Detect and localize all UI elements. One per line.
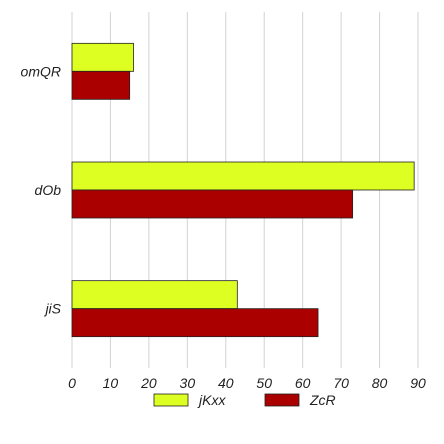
legend-label-jKxx: jKxx xyxy=(197,392,226,408)
y-category-label-omQR: omQR xyxy=(21,63,61,79)
x-tick-label-90: 90 xyxy=(410,375,426,391)
x-tick-label-50: 50 xyxy=(256,375,272,391)
legend: jKxx ZcR xyxy=(153,392,336,408)
legend-swatch-ZcR xyxy=(264,393,300,407)
bar-ZcR-dOb xyxy=(71,189,354,219)
bars xyxy=(71,42,415,338)
legend-swatch-jKxx xyxy=(153,393,189,407)
bar-jKxx-dOb xyxy=(71,161,415,191)
y-category-label-dOb: dOb xyxy=(35,182,62,198)
y-category-label-jiS: jiS xyxy=(43,301,61,317)
x-tick-label-40: 40 xyxy=(218,375,234,391)
x-tick-label-0: 0 xyxy=(68,375,76,391)
x-tick-label-10: 10 xyxy=(103,375,119,391)
legend-label-ZcR: ZcR xyxy=(309,392,336,408)
bar-ZcR-omQR xyxy=(71,70,131,100)
bar-ZcR-jiS xyxy=(71,308,319,338)
x-tick-label-30: 30 xyxy=(180,375,196,391)
bar-jKxx-jiS xyxy=(71,280,238,310)
x-tick-label-20: 20 xyxy=(140,375,157,391)
x-tick-label-60: 60 xyxy=(295,375,311,391)
y-axis-categories: jiS dOb omQR xyxy=(21,63,62,316)
x-axis-ticks: 0 10 20 30 40 50 60 70 80 90 xyxy=(68,375,426,391)
bar-jKxx-omQR xyxy=(71,42,134,72)
x-tick-label-80: 80 xyxy=(372,375,388,391)
x-tick-label-70: 70 xyxy=(333,375,349,391)
